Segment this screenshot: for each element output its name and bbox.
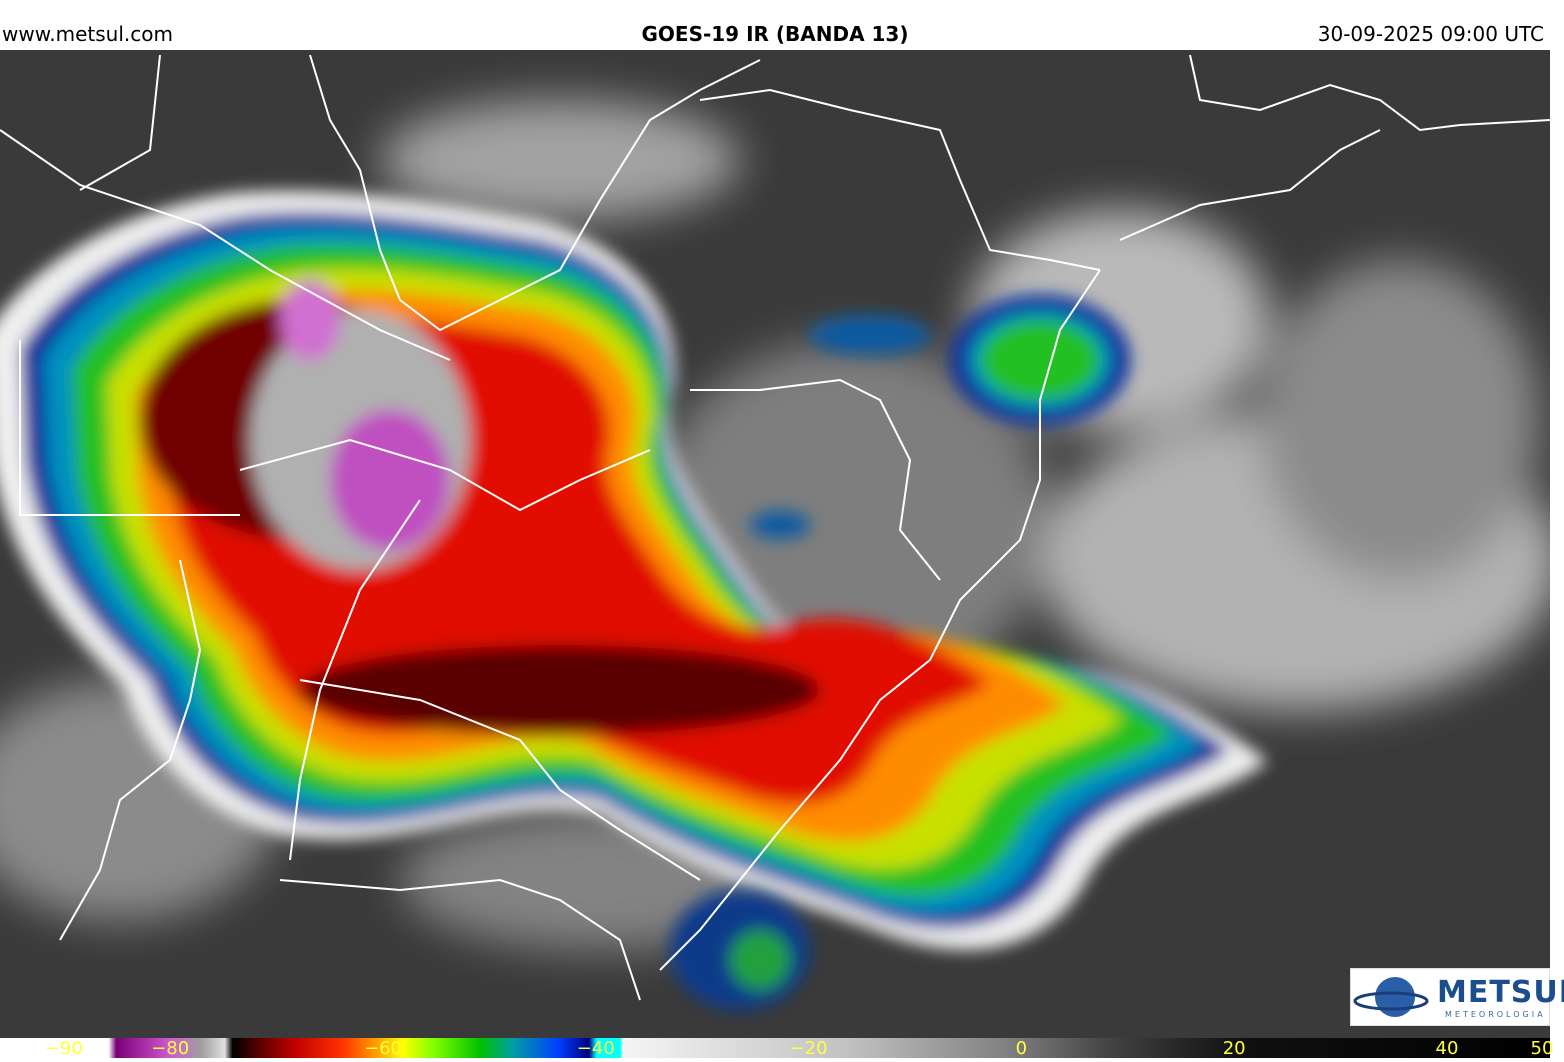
- colorbar-ticks: −90 −80 −60 −40 −20 0 20 40 50: [0, 1038, 1564, 1062]
- timestamp: 30-09-2025 09:00 UTC: [1317, 22, 1544, 46]
- colorbar-tick-label: −80: [151, 1038, 190, 1059]
- colorbar: [0, 1038, 1550, 1058]
- borders: [0, 54, 1550, 1001]
- satellite-map: [0, 50, 1550, 1038]
- small-storms: [670, 295, 1130, 1010]
- site-url: www.metsul.com: [2, 22, 173, 46]
- colorbar-tick-label: 50: [1530, 1038, 1554, 1059]
- colorbar-tick-label: −60: [364, 1038, 403, 1059]
- logo-name: METSUL: [1437, 975, 1564, 1010]
- logo-subtitle: METEOROLOGIA: [1445, 1010, 1546, 1019]
- title: GOES-19 IR (BANDA 13): [641, 22, 909, 46]
- colorbar-tick-label: −90: [44, 1038, 83, 1059]
- colorbar-tick-label: −40: [576, 1038, 615, 1059]
- colorbar-tick-label: 40: [1435, 1038, 1459, 1059]
- colorbar-tick-label: −20: [789, 1038, 828, 1059]
- colorbar-tick-label: 0: [1015, 1038, 1028, 1059]
- colorbar-tick-label: 20: [1222, 1038, 1246, 1059]
- logo: METSUL METEOROLOGIA: [1350, 968, 1564, 1026]
- main-storm: [0, 190, 1268, 950]
- logo-globe: [1353, 977, 1429, 1017]
